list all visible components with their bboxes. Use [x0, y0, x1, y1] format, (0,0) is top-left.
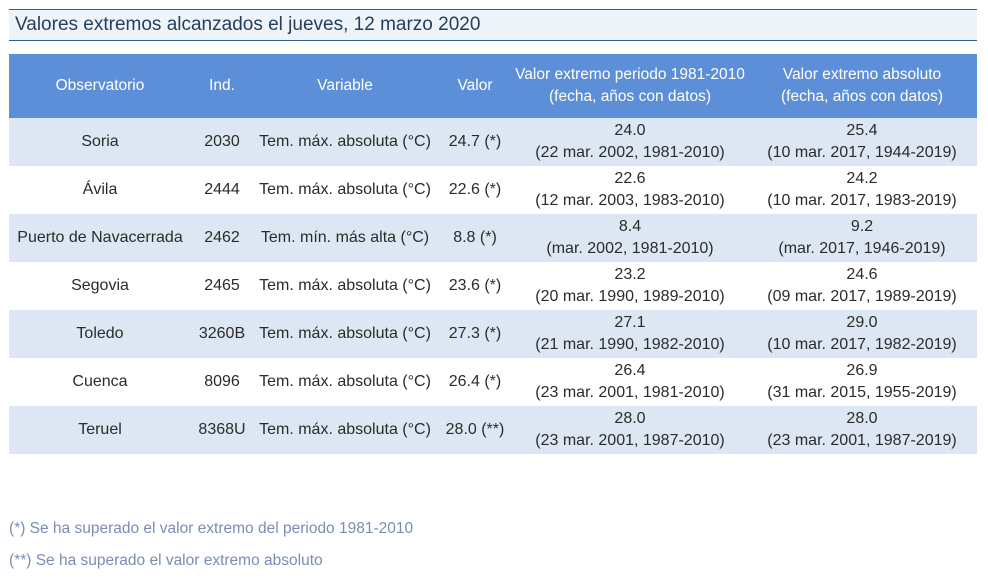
periodo-value: 8.4 [618, 218, 642, 235]
observatorio-cell: Cuenca [9, 358, 191, 406]
ind-cell: 8368U [191, 406, 253, 454]
absoluto-cell: 25.4 (10 mar. 2017, 1944-2019) [747, 118, 977, 166]
periodo-value: 27.1 [614, 314, 646, 331]
header-variable: Variable [253, 54, 437, 118]
absoluto-value: 24.6 [846, 266, 878, 283]
valor-cell: 8.8 (*) [437, 214, 513, 262]
valor-cell: 26.4 (*) [437, 358, 513, 406]
variable-cell: Tem. máx. absoluta (°C) [253, 262, 437, 310]
header-absoluto: Valor extremo absoluto (fecha, años con … [747, 54, 977, 118]
header-absoluto-line1: Valor extremo absoluto [782, 66, 942, 83]
absoluto-cell: 26.9 (31 mar. 2015, 1955-2019) [747, 358, 977, 406]
periodo-info: (23 mar. 2001, 1987-2010) [535, 432, 725, 449]
table-header-row: Observatorio Ind. Variable Valor Valor e… [9, 54, 977, 118]
periodo-cell: 24.0 (22 mar. 2002, 1981-2010) [513, 118, 747, 166]
periodo-value: 24.0 [614, 122, 646, 139]
variable-cell: Tem. máx. absoluta (°C) [253, 406, 437, 454]
periodo-value: 23.2 [614, 266, 646, 283]
periodo-info: (22 mar. 2002, 1981-2010) [535, 144, 725, 161]
title-bar: Valores extremos alcanzados el jueves, 1… [9, 9, 977, 41]
table-row: Cuenca 8096 Tem. máx. absoluta (°C) 26.4 (*… [9, 358, 977, 406]
table-row: Segovia 2465 Tem. máx. absoluta (°C) 23.6 (… [9, 262, 977, 310]
ind-cell: 2465 [191, 262, 253, 310]
header-periodo: Valor extremo periodo 1981-2010 (fecha, … [513, 54, 747, 118]
absoluto-value: 9.2 [850, 218, 874, 235]
header-periodo-line1: Valor extremo periodo 1981-2010 [515, 66, 745, 83]
observatorio-cell: Segovia [9, 262, 191, 310]
absoluto-value: 24.2 [846, 170, 878, 187]
periodo-cell: 22.6 (12 mar. 2003, 1983-2010) [513, 166, 747, 214]
periodo-cell: 8.4 (mar. 2002, 1981-2010) [513, 214, 747, 262]
periodo-cell: 26.4 (23 mar. 2001, 1981-2010) [513, 358, 747, 406]
periodo-cell: 23.2 (20 mar. 1990, 1989-2010) [513, 262, 747, 310]
header-ind: Ind. [191, 54, 253, 118]
absoluto-info: (09 mar. 2017, 1989-2019) [767, 288, 957, 305]
absoluto-cell: 24.2 (10 mar. 2017, 1983-2019) [747, 166, 977, 214]
absoluto-value: 28.0 [846, 410, 878, 427]
absoluto-cell: 9.2 (mar. 2017, 1946-2019) [747, 214, 977, 262]
absoluto-info: (23 mar. 2001, 1987-2019) [767, 432, 957, 449]
absoluto-info: (10 mar. 2017, 1944-2019) [767, 144, 957, 161]
periodo-value: 26.4 [614, 362, 646, 379]
ind-cell: 2462 [191, 214, 253, 262]
footnote-periodo: (*) Se ha superado el valor extremo del … [9, 520, 414, 537]
variable-cell: Tem. máx. absoluta (°C) [253, 358, 437, 406]
absoluto-info: (31 mar. 2015, 1955-2019) [767, 384, 957, 401]
table-row: Soria 2030 Tem. máx. absoluta (°C) 24.7 (*)… [9, 118, 977, 166]
absoluto-cell: 29.0 (10 mar. 2017, 1982-2019) [747, 310, 977, 358]
absoluto-cell: 28.0 (23 mar. 2001, 1987-2019) [747, 406, 977, 454]
valor-cell: 27.3 (*) [437, 310, 513, 358]
absoluto-info: (10 mar. 2017, 1982-2019) [767, 336, 957, 353]
absoluto-value: 29.0 [846, 314, 878, 331]
footnote-absoluto: (**) Se ha superado el valor extremo abs… [9, 552, 323, 569]
periodo-cell: 28.0 (23 mar. 2001, 1987-2010) [513, 406, 747, 454]
ind-cell: 2030 [191, 118, 253, 166]
periodo-value: 28.0 [614, 410, 646, 427]
periodo-info: (20 mar. 1990, 1989-2010) [535, 288, 725, 305]
valor-cell: 22.6 (*) [437, 166, 513, 214]
table-row: Puerto de Navacerrada 2462 Tem. mín. más a… [9, 214, 977, 262]
valor-cell: 28.0 (**) [437, 406, 513, 454]
variable-cell: Tem. máx. absoluta (°C) [253, 310, 437, 358]
periodo-info: (12 mar. 2003, 1983-2010) [535, 192, 725, 209]
observatorio-cell: Soria [9, 118, 191, 166]
variable-cell: Tem. máx. absoluta (°C) [253, 118, 437, 166]
periodo-info: (mar. 2002, 1981-2010) [546, 240, 714, 257]
extremes-table: Observatorio Ind. Variable Valor Valor e… [9, 54, 977, 454]
variable-cell: Tem. mín. más alta (°C) [253, 214, 437, 262]
ind-cell: 3260B [191, 310, 253, 358]
absoluto-info: (mar. 2017, 1946-2019) [778, 240, 946, 257]
periodo-cell: 27.1 (21 mar. 1990, 1982-2010) [513, 310, 747, 358]
absoluto-value: 25.4 [846, 122, 878, 139]
table-row: Ávila 2444 Tem. máx. absoluta (°C) 22.6 (*)… [9, 166, 977, 214]
header-valor: Valor [437, 54, 513, 118]
valor-cell: 23.6 (*) [437, 262, 513, 310]
observatorio-cell: Teruel [9, 406, 191, 454]
observatorio-cell: Puerto de Navacerrada [9, 214, 191, 262]
periodo-info: (21 mar. 1990, 1982-2010) [535, 336, 725, 353]
header-periodo-line2: (fecha, años con datos) [549, 88, 711, 105]
ind-cell: 8096 [191, 358, 253, 406]
table-body: Soria 2030 Tem. máx. absoluta (°C) 24.7 (*)… [9, 118, 977, 454]
absoluto-info: (10 mar. 2017, 1983-2019) [767, 192, 957, 209]
absoluto-value: 26.9 [846, 362, 878, 379]
periodo-value: 22.6 [614, 170, 646, 187]
footnotes: (*) Se ha superado el valor extremo del … [9, 518, 413, 582]
valor-cell: 24.7 (*) [437, 118, 513, 166]
header-absoluto-line2: (fecha, años con datos) [781, 88, 943, 105]
page-title: Valores extremos alcanzados el jueves, 1… [15, 14, 481, 35]
observatorio-cell: Toledo [9, 310, 191, 358]
table-row: Toledo 3260B Tem. máx. absoluta (°C) 27.3 (… [9, 310, 977, 358]
ind-cell: 2444 [191, 166, 253, 214]
periodo-info: (23 mar. 2001, 1981-2010) [535, 384, 725, 401]
observatorio-cell: Ávila [9, 166, 191, 214]
variable-cell: Tem. máx. absoluta (°C) [253, 166, 437, 214]
absoluto-cell: 24.6 (09 mar. 2017, 1989-2019) [747, 262, 977, 310]
header-observatorio: Observatorio [9, 54, 191, 118]
table-row: Teruel 8368U Tem. máx. absoluta (°C) 28.0 (… [9, 406, 977, 454]
